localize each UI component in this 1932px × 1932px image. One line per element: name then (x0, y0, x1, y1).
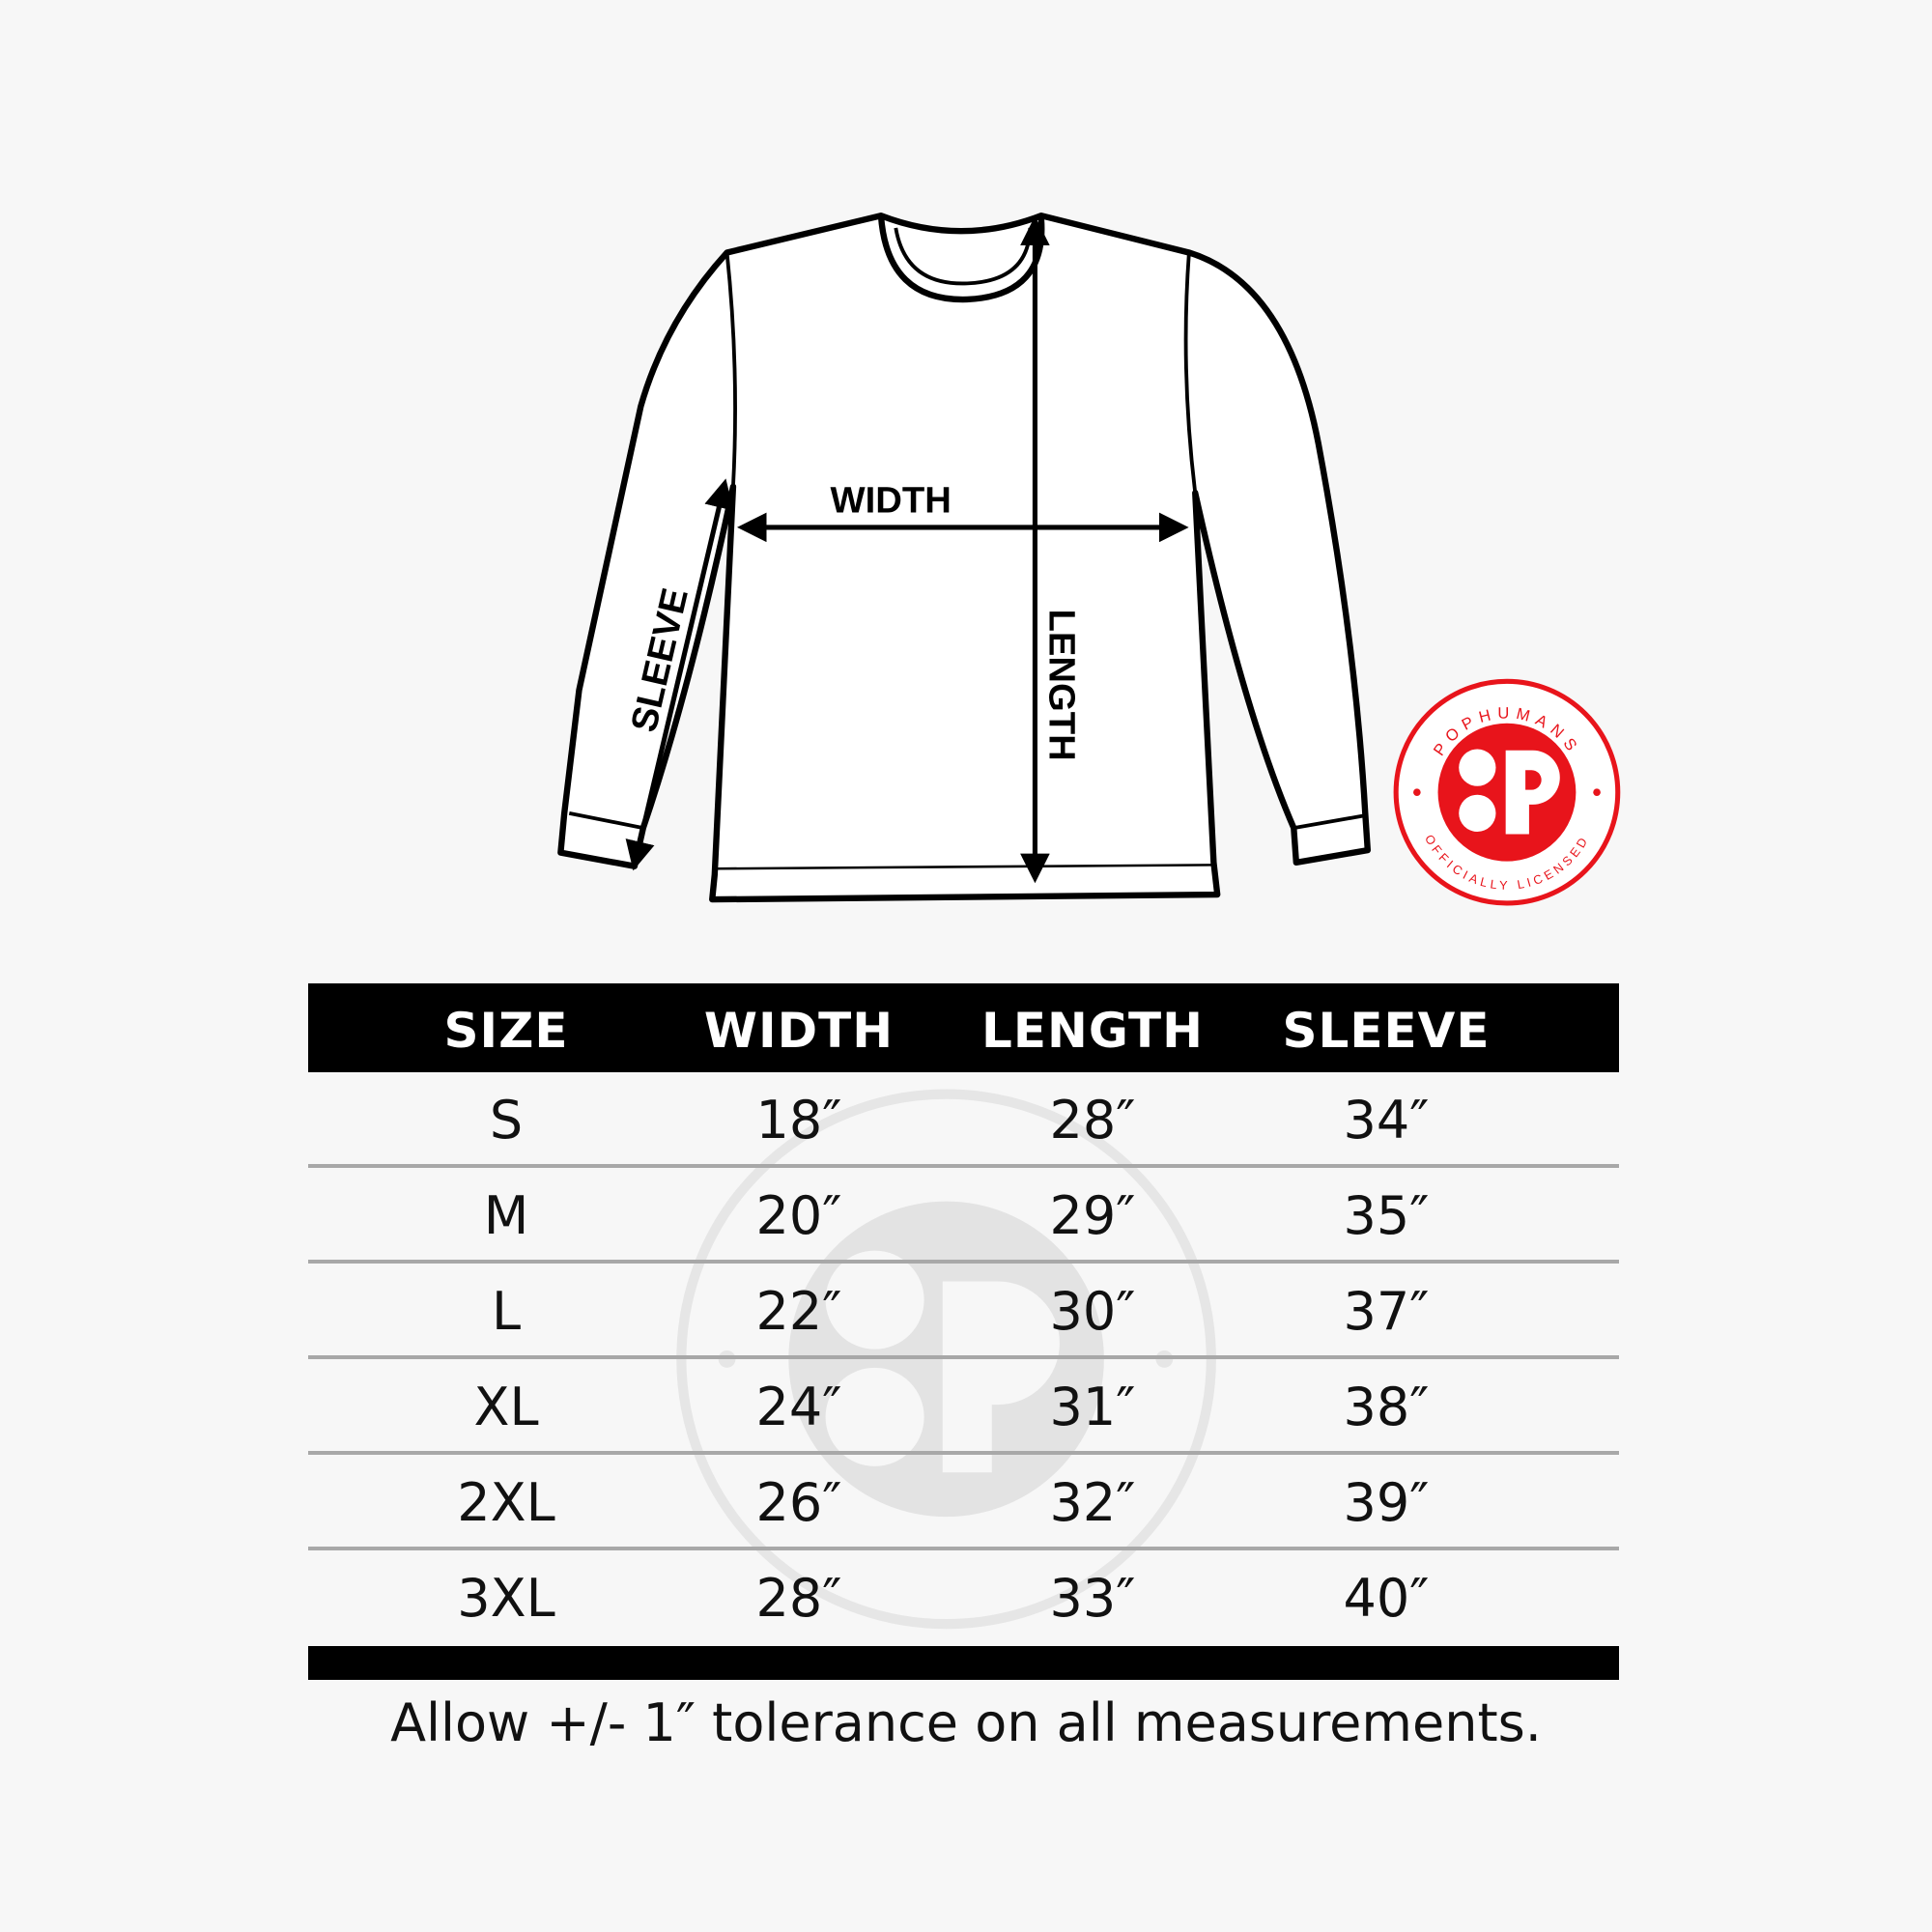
table-row: 3XL 28″ 33″ 40″ (308, 1550, 1619, 1646)
length-label: LENGTH (1041, 610, 1083, 761)
table-bottom-bar (308, 1646, 1619, 1680)
cell-sleeve: 34″ (1343, 1090, 1430, 1151)
measurement-arrows (625, 215, 1189, 884)
cell-length: 30″ (1049, 1281, 1136, 1342)
cell-length: 32″ (1049, 1472, 1136, 1533)
cell-length: 28″ (1049, 1090, 1136, 1151)
cell-size: XL (473, 1377, 539, 1437)
header-length: LENGTH (981, 1003, 1204, 1059)
cell-length: 33″ (1049, 1568, 1136, 1629)
table-row: 2XL 26″ 32″ 39″ (308, 1455, 1619, 1550)
table-header: SIZE WIDTH LENGTH SLEEVE (308, 983, 1619, 1072)
header-sleeve: SLEEVE (1282, 1003, 1491, 1059)
table-row: XL 24″ 31″ 38″ (308, 1359, 1619, 1455)
cell-size: S (489, 1090, 524, 1151)
cell-size: L (491, 1281, 522, 1342)
cell-sleeve: 37″ (1343, 1281, 1430, 1342)
sleeve-arrow (625, 478, 734, 871)
tolerance-note: Allow +/- 1″ tolerance on all measuremen… (390, 1692, 1542, 1753)
cell-length: 29″ (1049, 1185, 1136, 1246)
cell-sleeve: 38″ (1343, 1377, 1430, 1437)
size-chart-table: SIZE WIDTH LENGTH SLEEVE S 18″ 28″ 34″ M 20″ 2… (308, 983, 1619, 1680)
cell-size: 3XL (457, 1568, 555, 1629)
cell-width: 28″ (755, 1568, 842, 1629)
cell-sleeve: 40″ (1343, 1568, 1430, 1629)
table-row: L 22″ 30″ 37″ (308, 1264, 1619, 1359)
table-row: S 18″ 28″ 34″ (308, 1072, 1619, 1168)
cell-length: 31″ (1049, 1377, 1136, 1437)
cell-sleeve: 39″ (1343, 1472, 1430, 1533)
width-label: WIDTH (831, 480, 952, 522)
pophumans-logo: POPHUMANS OFFICIALLY LICENSED (1393, 678, 1621, 906)
cell-size: M (483, 1185, 529, 1246)
cell-size: 2XL (457, 1472, 555, 1533)
cell-width: 24″ (755, 1377, 842, 1437)
cell-width: 26″ (755, 1472, 842, 1533)
cell-width: 18″ (755, 1090, 842, 1151)
header-size: SIZE (443, 1003, 569, 1059)
long-sleeve-shirt-outline (557, 213, 1372, 903)
header-width: WIDTH (703, 1003, 895, 1059)
cell-sleeve: 35″ (1343, 1185, 1430, 1246)
cell-width: 20″ (755, 1185, 842, 1246)
table-row: M 20″ 29″ 35″ (308, 1168, 1619, 1264)
cell-width: 22″ (755, 1281, 842, 1342)
